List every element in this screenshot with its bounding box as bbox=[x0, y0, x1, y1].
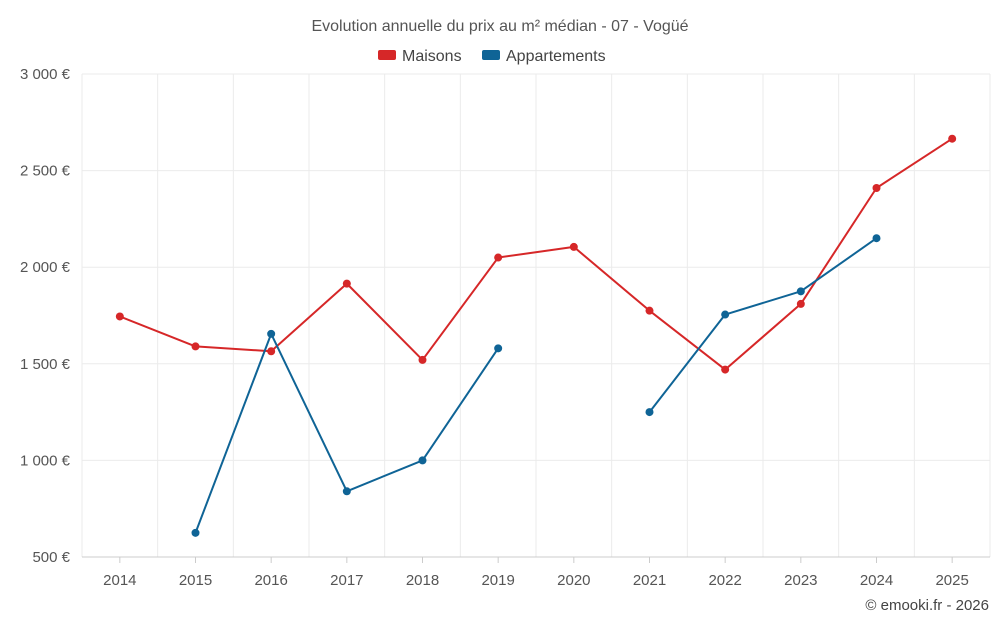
chart-title: Evolution annuelle du prix au m² médian … bbox=[311, 18, 688, 35]
credit-text: © emooki.fr - 2026 bbox=[865, 597, 989, 614]
data-point-appartements[interactable] bbox=[418, 456, 427, 465]
y-tick-label: 3 000 € bbox=[20, 66, 71, 83]
data-point-appartements[interactable] bbox=[267, 329, 276, 338]
data-point-maisons[interactable] bbox=[569, 242, 578, 251]
data-point-maisons[interactable] bbox=[267, 347, 276, 356]
y-tick-label: 2 500 € bbox=[20, 163, 71, 180]
legend: Maisons Appartements bbox=[378, 48, 606, 65]
plot-area bbox=[115, 134, 957, 537]
x-tick-label: 2016 bbox=[254, 572, 287, 589]
data-point-appartements[interactable] bbox=[796, 287, 805, 296]
y-tick-label: 2 000 € bbox=[20, 259, 71, 276]
data-point-maisons[interactable] bbox=[645, 306, 654, 315]
x-tick-label: 2015 bbox=[179, 572, 212, 589]
grid bbox=[81, 73, 991, 558]
x-tick-label: 2025 bbox=[935, 572, 968, 589]
data-point-appartements[interactable] bbox=[191, 528, 200, 537]
series-line-maisons bbox=[119, 137, 953, 371]
legend-swatch-appartements bbox=[482, 50, 500, 60]
series-appartements bbox=[191, 234, 881, 537]
data-point-maisons[interactable] bbox=[342, 279, 351, 288]
legend-label-maisons: Maisons bbox=[402, 48, 462, 65]
legend-swatch-maisons bbox=[378, 50, 396, 60]
x-tick-label: 2019 bbox=[481, 572, 514, 589]
legend-label-appartements: Appartements bbox=[506, 48, 606, 65]
data-point-maisons[interactable] bbox=[796, 299, 805, 308]
series-maisons bbox=[115, 134, 957, 374]
y-tick-label: 1 500 € bbox=[20, 356, 71, 373]
x-tick-label: 2020 bbox=[557, 572, 590, 589]
series-line-appartements bbox=[648, 237, 878, 413]
x-tick-label: 2023 bbox=[784, 572, 817, 589]
y-tick-label: 1 000 € bbox=[20, 452, 71, 469]
data-point-maisons[interactable] bbox=[721, 365, 730, 374]
legend-item-maisons[interactable]: Maisons bbox=[378, 48, 462, 65]
data-point-maisons[interactable] bbox=[191, 342, 200, 351]
x-tick-label: 2017 bbox=[330, 572, 363, 589]
y-axis: 500 € 1 000 € 1 500 € 2 000 € 2 500 € 3 000 € bbox=[20, 66, 71, 566]
data-point-appartements[interactable] bbox=[645, 408, 654, 417]
data-point-appartements[interactable] bbox=[494, 344, 503, 353]
data-point-maisons[interactable] bbox=[115, 312, 124, 321]
data-point-maisons[interactable] bbox=[418, 355, 427, 364]
y-tick-label: 500 € bbox=[32, 549, 70, 566]
data-point-maisons[interactable] bbox=[494, 253, 503, 262]
legend-item-appartements[interactable]: Appartements bbox=[482, 48, 606, 65]
x-tick-label: 2024 bbox=[860, 572, 893, 589]
data-point-appartements[interactable] bbox=[872, 234, 881, 243]
x-axis: 2014 2015 2016 2017 2018 2019 2020 2021 2022 2023… bbox=[82, 556, 990, 589]
x-tick-label: 2021 bbox=[633, 572, 666, 589]
data-point-appartements[interactable] bbox=[342, 487, 351, 496]
data-point-maisons[interactable] bbox=[872, 183, 881, 192]
x-tick-label: 2014 bbox=[103, 572, 136, 589]
data-point-maisons[interactable] bbox=[948, 134, 957, 143]
x-tick-label: 2018 bbox=[406, 572, 439, 589]
data-point-appartements[interactable] bbox=[721, 310, 730, 319]
x-tick-label: 2022 bbox=[708, 572, 741, 589]
